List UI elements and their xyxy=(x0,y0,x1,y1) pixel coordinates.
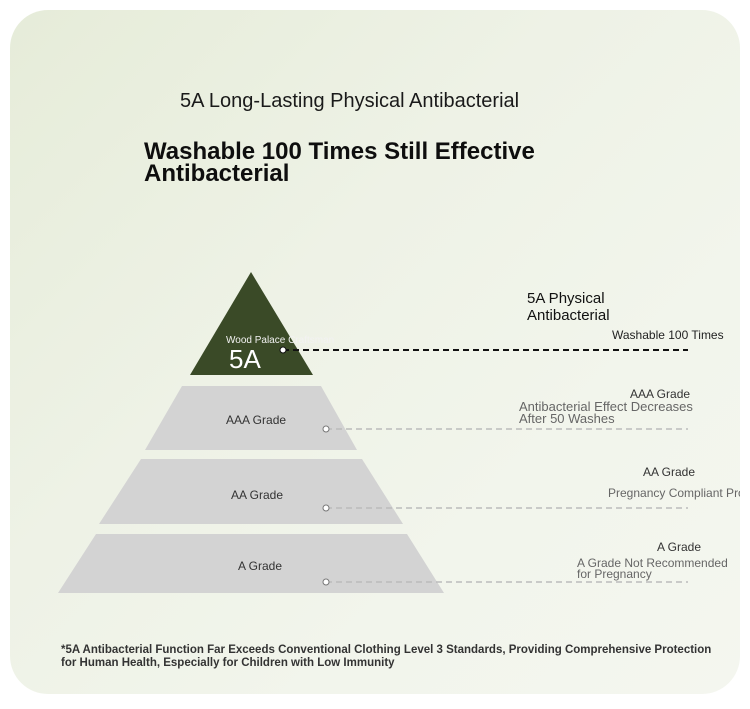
callout-aa-grade: AA Grade xyxy=(643,465,696,479)
tier-label-aa: AA Grade xyxy=(231,488,284,502)
callout-5a-title-line-1: 5A Physical xyxy=(527,290,605,307)
callout-5a-title-line-2: Antibacterial xyxy=(527,307,610,324)
callout-5a-title: 5A Physical Antibacterial xyxy=(527,290,610,324)
maker-label: Wood Palace Craftsman xyxy=(226,335,335,346)
leader-dot-a xyxy=(322,578,330,586)
callout-aaa-desc-line-2: After 50 Washes xyxy=(519,411,615,426)
leader-dot-aaa xyxy=(322,425,330,433)
footnote-line-1: *5A Antibacterial Function Far Exceeds C… xyxy=(61,644,712,656)
callout-a-grade: A Grade xyxy=(657,540,702,554)
callout-5a-detail: Washable 100 Times xyxy=(612,328,724,342)
callout-aa-desc: Pregnancy Compliant Products xyxy=(608,486,740,500)
headline-line-1: Washable 100 Times Still Effective xyxy=(144,138,535,165)
tier-label-a: A Grade xyxy=(238,559,283,573)
tier-label-aaa: AAA Grade xyxy=(226,413,287,427)
callout-a-desc-line-1: A Grade Not Recommended xyxy=(577,556,728,570)
headline-line-2: Antibacterial xyxy=(144,160,290,187)
pyramid-diagram xyxy=(58,272,688,593)
headline: Washable 100 Times Still Effective Antib… xyxy=(144,138,535,187)
subtitle: 5A Long-Lasting Physical Antibacterial xyxy=(180,90,520,112)
callout-aaa-desc: Antibacterial Effect Decreases After 50 … xyxy=(519,399,693,426)
footnote-line-2: for Human Health, Especially for Childre… xyxy=(61,657,395,669)
infographic-card: 5A Long-Lasting Physical Antibacterial W… xyxy=(10,10,740,694)
callout-a-desc: A Grade Not Recommended for Pregnancy xyxy=(577,556,728,581)
leader-dot-5a xyxy=(279,346,287,354)
footnote: *5A Antibacterial Function Far Exceeds C… xyxy=(61,644,711,670)
callout-aaa-desc-line-1: Antibacterial Effect Decreases xyxy=(519,399,693,414)
grade-5a-label: 5A xyxy=(229,344,261,374)
callout-aaa-grade: AAA Grade xyxy=(630,387,691,401)
leader-dot-aa xyxy=(322,504,330,512)
callout-a-desc-line-2: for Pregnancy xyxy=(577,567,652,581)
pyramid-tier-a xyxy=(58,534,444,593)
pyramid-tier-aaa xyxy=(145,386,357,450)
